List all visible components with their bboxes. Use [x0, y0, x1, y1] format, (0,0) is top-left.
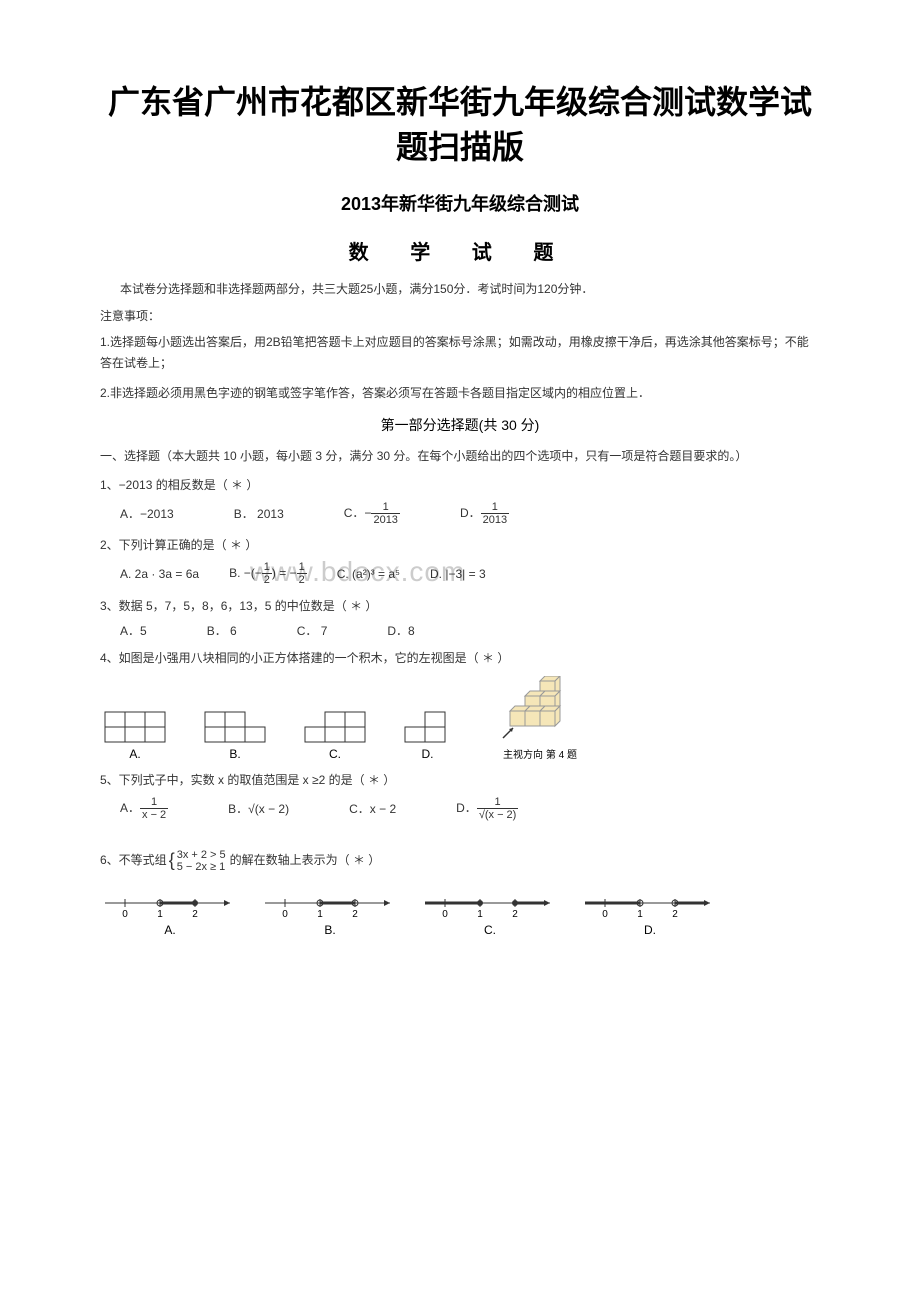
q6-fig-a: 0 1 2 A.: [100, 883, 240, 937]
q6-svg-d: 0 1 2: [580, 883, 720, 923]
q6-svg-a: 0 1 2: [100, 883, 240, 923]
q6-svg-c: 0 1 2: [420, 883, 560, 923]
q3-opt-b: B． 6: [207, 622, 237, 639]
q2-opt-b: B. −(−12) = −12: [229, 561, 307, 586]
q4-fig-b: B.: [200, 707, 270, 761]
q5-stem: 5、下列式子中，实数 x 的取值范围是 x ≥2 的是（ ＊ ）: [100, 771, 820, 790]
q4-fig-d: D.: [400, 707, 455, 761]
note-1: 1.选择题每小题选出答案后，用2B铅笔把答题卡上对应题目的答案标号涂黑；如需改动…: [100, 332, 820, 375]
svg-text:0: 0: [282, 909, 288, 920]
q6-stem: 6、不等式组 { 3x + 2 > 5 5 − 2x ≥ 1 的解在数轴上表示为…: [100, 846, 820, 875]
q2-opt-d: D. |−3| = 3: [430, 567, 486, 581]
q1-options: A．−2013 B． 2013 C．−12013 D．12013: [100, 501, 820, 526]
q1-opt-c: C．−12013: [344, 501, 400, 526]
q4-figures: A. B. C.: [100, 676, 820, 761]
note-2: 2.非选择题必须用黑色字迹的钢笔或签字笔作答，答案必须写在答题卡各题目指定区域内…: [100, 383, 820, 405]
q3-opt-a: A．5: [120, 622, 147, 639]
doc-subtitle: 2013年新华街九年级综合测试: [100, 190, 820, 216]
svg-text:1: 1: [157, 909, 163, 920]
q1-opt-d: D．12013: [460, 501, 509, 526]
section-head: 一、选择题（本大题共 10 小题，每小题 3 分，满分 30 分。在每个小题给出…: [100, 447, 820, 466]
doc-title: 广东省广州市花都区新华街九年级综合测试数学试题扫描版: [100, 80, 820, 170]
q3-stem: 3、数据 5，7，5，8，6，13，5 的中位数是（ ＊ ）: [100, 597, 820, 616]
svg-text:1: 1: [477, 909, 483, 920]
q2-options: A. 2a · 3a = 6a B. −(−12) = −12 C. (a²)³…: [100, 561, 820, 586]
q5-opt-d: D．1√(x − 2): [456, 796, 518, 821]
svg-text:2: 2: [512, 909, 518, 920]
q5-opt-b: B．√(x − 2): [228, 800, 289, 817]
svg-text:2: 2: [672, 909, 678, 920]
q2-stem: 2、下列计算正确的是（ ＊ ）: [100, 536, 820, 555]
q3-options: A．5 B． 6 C． 7 D．8: [100, 622, 820, 639]
q4-svg-b: [200, 707, 270, 747]
part-title: 第一部分选择题(共 30 分): [100, 415, 820, 435]
q1-opt-a: A．−2013: [120, 505, 174, 522]
q4-fig-a: A.: [100, 707, 170, 761]
q4-fig-c: C.: [300, 707, 370, 761]
svg-text:0: 0: [602, 909, 608, 920]
q1-opt-b: B． 2013: [234, 505, 284, 522]
svg-text:1: 1: [637, 909, 643, 920]
q6-options: 0 1 2 A. 0 1 2 B.: [100, 883, 820, 937]
q4-svg-c: [300, 707, 370, 747]
q3-opt-d: D．8: [387, 622, 414, 639]
q4-stem: 4、如图是小强用八块相同的小正方体搭建的一个积木，它的左视图是（ ＊ ）: [100, 649, 820, 668]
q5-opt-a: A．1x − 2: [120, 796, 168, 821]
q4-svg-solid: [495, 676, 585, 746]
q5-options: A．1x − 2 B．√(x − 2) C．x − 2 D．1√(x − 2): [100, 796, 820, 821]
svg-text:2: 2: [352, 909, 358, 920]
q6-fig-c: 0 1 2 C.: [420, 883, 560, 937]
q2-opt-a: A. 2a · 3a = 6a: [120, 567, 199, 581]
svg-text:0: 0: [442, 909, 448, 920]
svg-text:0: 0: [122, 909, 128, 920]
subject-title: 数 学 试 题: [100, 236, 820, 265]
note-label: 注意事项：: [100, 307, 820, 324]
q4-svg-d: [400, 707, 455, 747]
q2-opt-c: C. (a²)³ = a⁵: [337, 567, 400, 581]
svg-text:2: 2: [192, 909, 198, 920]
q4-svg-a: [100, 707, 170, 747]
q6-fig-d: 0 1 2 D.: [580, 883, 720, 937]
q6-svg-b: 0 1 2: [260, 883, 400, 923]
q5-opt-c: C．x − 2: [349, 800, 396, 817]
q3-opt-c: C． 7: [297, 622, 328, 639]
q4-solid: 主视方向 第 4 题: [495, 676, 585, 761]
q6-fig-b: 0 1 2 B.: [260, 883, 400, 937]
q1-stem: 1、−2013 的相反数是（ ＊ ）: [100, 476, 820, 495]
intro-text: 本试卷分选择题和非选择题两部分，共三大题25小题，满分150分．考试时间为120…: [100, 280, 820, 299]
svg-text:1: 1: [317, 909, 323, 920]
